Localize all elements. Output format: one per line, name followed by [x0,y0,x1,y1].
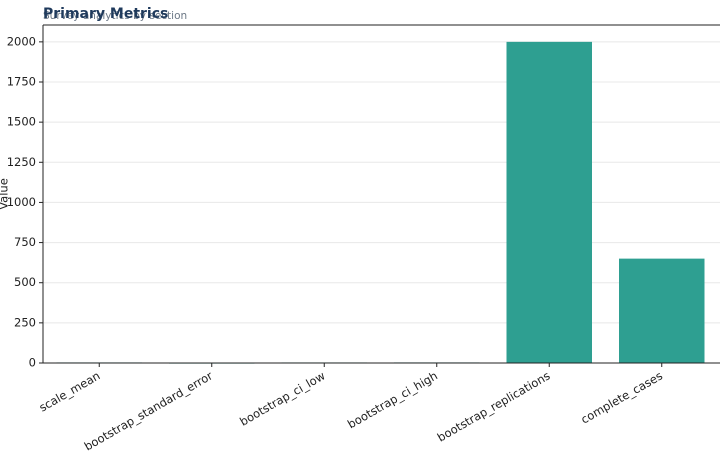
y-tick-label: 0 [29,356,36,370]
x-tick-label: bootstrap_replications [435,369,553,445]
bar [506,41,592,363]
x-tick-label: scale_mean [37,369,103,415]
y-tick-label: 500 [14,275,36,289]
y-tick-label: 1500 [7,115,36,129]
chart-title: Primary Metrics [43,6,168,22]
y-tick-label: 1750 [7,75,36,89]
y-tick-label: 750 [14,235,36,249]
y-tick-label: 1000 [7,195,36,209]
x-tick-label: bootstrap_standard_error [82,368,216,453]
bar [619,258,705,363]
x-tick-label: bootstrap_ci_low [237,369,327,429]
y-tick-label: 1250 [7,155,36,169]
x-tick-label: bootstrap_ci_high [345,369,440,432]
y-tick-label: 2000 [7,34,36,48]
y-axis-label: Value [0,178,11,210]
x-tick-label: complete_cases [578,369,665,427]
chart-subtitle: Survey analytics by section [43,10,187,22]
y-tick-label: 250 [14,315,36,329]
